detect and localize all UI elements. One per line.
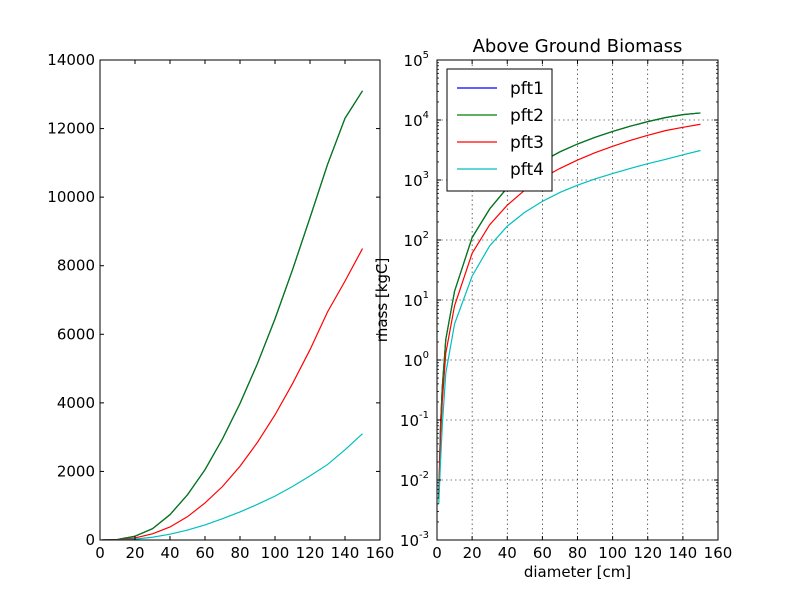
x-tick-label: 60 (533, 544, 552, 562)
y-tick-exponent: 2 (423, 230, 429, 241)
left-chart: 0 20 40 60 80 100 120 140 160 0 2000 4000 6000 8000 10… (47, 51, 394, 562)
y-tick-exponent: 4 (423, 110, 429, 121)
y-tick-base: 10 (400, 412, 419, 430)
y-tick-base: 10 (400, 532, 419, 550)
legend-label-pft3: pft3 (510, 133, 544, 153)
legend-box (446, 68, 553, 192)
y-tick-base: 10 (404, 292, 423, 310)
y-tick-label: 10-1 (400, 410, 429, 430)
y-tick-exponent: -2 (419, 470, 429, 481)
y-tick-label: 103 (404, 170, 429, 190)
x-tick-label: 100 (261, 544, 290, 562)
x-axis-label: diameter [cm] (524, 563, 631, 581)
y-tick-exponent: 3 (423, 170, 429, 181)
plot-background (100, 60, 380, 540)
y-tick-base: 10 (400, 472, 419, 490)
y-tick-label: 10000 (47, 188, 95, 206)
y-tick-base: 10 (404, 232, 423, 250)
y-tick-label: 12000 (47, 120, 95, 138)
y-tick-label: 104 (404, 110, 429, 130)
legend-label-pft4: pft4 (510, 160, 544, 180)
x-tick-label: 0 (432, 544, 442, 562)
x-tick-label: 140 (669, 544, 698, 562)
y-tick-exponent: 5 (423, 50, 429, 61)
y-axis-label: mass [kgC] (373, 258, 391, 343)
chart-title: Above Ground Biomass (473, 36, 683, 57)
x-tick-label: 140 (331, 544, 360, 562)
x-tick-label: 160 (704, 544, 733, 562)
y-tick-label: 102 (404, 230, 429, 250)
y-tick-base: 10 (404, 172, 423, 190)
x-tick-label: 20 (463, 544, 482, 562)
x-tick-label: 120 (296, 544, 325, 562)
x-tick-label: 80 (568, 544, 587, 562)
y-tick-exponent: 0 (423, 350, 429, 361)
x-tick-label: 120 (633, 544, 662, 562)
x-tick-label: 100 (598, 544, 627, 562)
x-tick-label: 60 (195, 544, 214, 562)
x-tick-label: 0 (95, 544, 105, 562)
x-tick-label: 80 (230, 544, 249, 562)
y-tick-label: 10-3 (400, 530, 429, 550)
x-tick-label: 40 (160, 544, 179, 562)
y-tick-label: 14000 (47, 51, 95, 69)
y-tick-label: 0 (85, 531, 95, 549)
x-tick-label: 40 (498, 544, 517, 562)
y-tick-exponent: -3 (419, 530, 429, 541)
y-tick-label: 4000 (57, 394, 95, 412)
series-line-pft4 (101, 433, 363, 540)
y-tick-label: 2000 (57, 462, 95, 480)
x-tick-label: 20 (125, 544, 144, 562)
y-tick-label: 100 (404, 350, 429, 370)
series-line-pft4 (438, 149, 701, 504)
y-tick-label: 101 (404, 290, 429, 310)
y-tick-base: 10 (404, 52, 423, 70)
series-line-pft2 (101, 90, 364, 540)
series-line-pft3 (101, 248, 364, 540)
y-tick-exponent: -1 (419, 410, 429, 421)
y-tick-label: 8000 (57, 257, 95, 275)
legend-label-pft1: pft1 (510, 79, 544, 99)
y-tick-base: 10 (404, 352, 423, 370)
y-tick-label: 6000 (57, 325, 95, 343)
y-tick-label: 10-2 (400, 470, 429, 490)
right-chart: 0 20 40 60 80 100 120 140 16010-310-210-11001011… (373, 36, 732, 581)
y-tick-base: 10 (404, 112, 423, 130)
y-tick-label: 105 (404, 50, 429, 70)
y-tick-exponent: 1 (423, 290, 429, 301)
legend-label-pft2: pft2 (510, 106, 544, 126)
x-tick-label: 160 (366, 544, 395, 562)
